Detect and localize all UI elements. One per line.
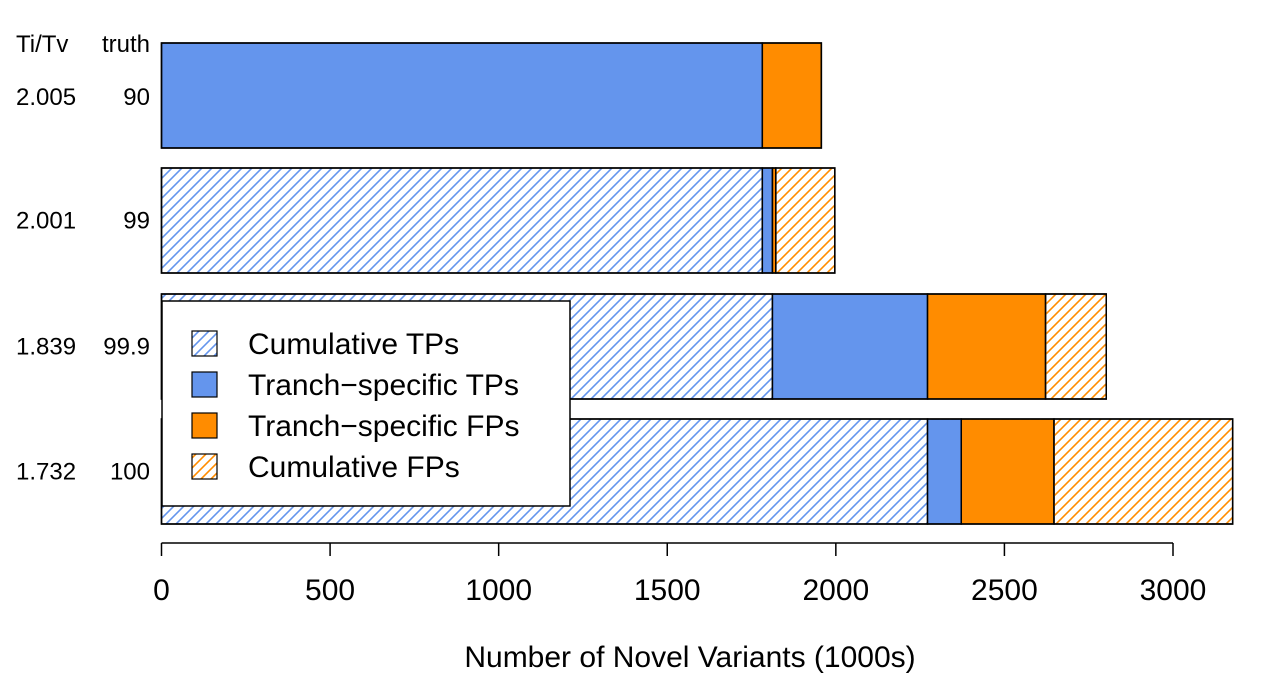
- legend-label-cumulative-fp: Cumulative FPs: [248, 451, 460, 484]
- bar-outline-row-2: [160, 167, 836, 274]
- bar-cumulative-fp-row-4: [1053, 418, 1234, 525]
- row-titv-label: 1.732: [16, 459, 76, 486]
- legend-label-cumulative-tp: Cumulative TPs: [248, 328, 459, 361]
- legend-swatch-cumulative-tp: [191, 330, 218, 357]
- row-truth-label: 99.9: [103, 334, 150, 361]
- legend-box: [161, 300, 571, 507]
- x-tick-label: 2500: [971, 574, 1038, 607]
- bar-tranche-tp-row-3: [771, 293, 929, 400]
- x-tick-label: 0: [153, 574, 170, 607]
- bar-tranche-tp-row-1: [160, 42, 764, 149]
- row-truth-label: 90: [123, 84, 150, 111]
- bar-tranche-fp-row-1: [761, 42, 823, 149]
- bar-cumulative-fp-row-3: [1044, 293, 1107, 400]
- x-tick-label: 3000: [1140, 574, 1207, 607]
- bar-cumulative-fp-row-2: [775, 167, 836, 274]
- legend-swatch-tranche-fp: [191, 412, 218, 439]
- row-titv-label: 2.001: [16, 208, 76, 235]
- row-titv-label: 2.005: [16, 84, 76, 111]
- legend-swatch-tranche-tp: [191, 371, 218, 398]
- x-tick-label: 1000: [465, 574, 532, 607]
- row-truth-label: 100: [110, 459, 150, 486]
- bar-tranche-tp-row-4: [926, 418, 963, 525]
- bar-tranche-fp-row-3: [926, 293, 1047, 400]
- titv-header: Ti/Tv: [16, 31, 68, 58]
- bar-outline-row-1: [160, 42, 823, 149]
- row-labels: 2.005 90 2.001 99 1.839 99.9 1.732 100: [16, 84, 150, 486]
- x-tick-label: 500: [305, 574, 355, 607]
- truth-header: truth: [102, 31, 150, 58]
- bar-cumulative-tp-row-2: [160, 167, 764, 274]
- legend: Cumulative TPs Tranch−specific TPs Tranch−…: [161, 300, 571, 507]
- row-titv-label: 1.839: [16, 334, 76, 361]
- x-tick-label: 2000: [802, 574, 869, 607]
- row-headers: Ti/Tv truth: [16, 31, 150, 58]
- bar-tranche-fp-row-4: [960, 418, 1055, 525]
- row-truth-label: 99: [123, 208, 150, 235]
- x-axis: 0 500 1000 1500 2000 2500 3000: [153, 542, 1207, 607]
- bar-tranche-tp-row-2: [761, 167, 774, 274]
- x-tick-label: 1500: [634, 574, 701, 607]
- x-axis-title: Number of Novel Variants (1000s): [464, 641, 915, 674]
- legend-swatch-cumulative-fp: [191, 453, 218, 480]
- legend-label-tranche-fp: Tranch−specific FPs: [248, 410, 519, 443]
- legend-label-tranche-tp: Tranch−specific TPs: [248, 369, 519, 402]
